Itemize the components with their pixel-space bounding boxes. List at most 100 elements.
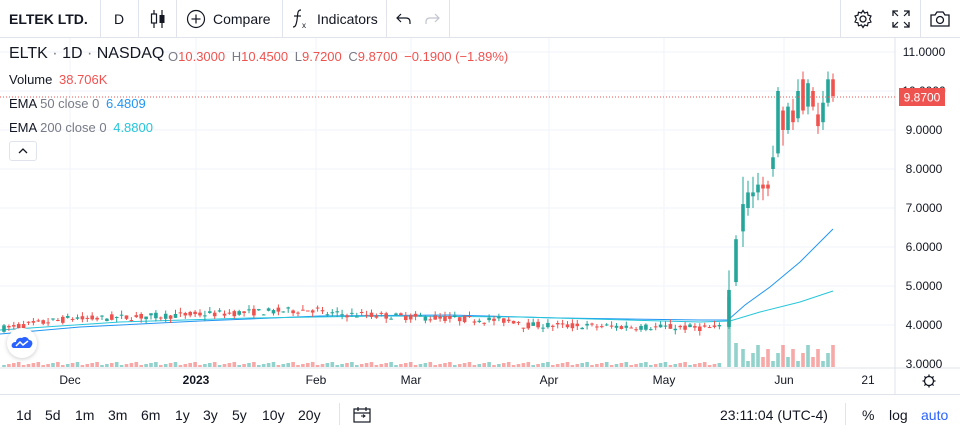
volume-bar [95,362,99,367]
compare-button[interactable]: Compare [186,0,271,38]
candle-body [350,312,354,314]
symbol-search-button[interactable]: ELTEK LTD. [9,0,88,38]
candle-body [149,313,153,316]
candlestick [188,310,192,318]
ema50-label: EMA [9,96,37,111]
candlestick [516,321,521,326]
candlestick [756,172,760,201]
volume-bar [511,365,516,367]
candle-body [590,323,594,325]
indicators-button[interactable]: x Indicators [292,0,378,38]
candle-body [266,308,271,311]
percent-scale-button[interactable]: % [862,395,874,434]
candle-body [467,316,472,318]
range-button-3m[interactable]: 3m [108,395,127,434]
candlestick [261,314,266,316]
ema50-legend[interactable]: EMA 50 close 0 6.4809 [9,96,146,111]
volume-bar [369,362,374,367]
volume-bar [227,363,232,367]
toolbar-divider [138,0,139,38]
legend-separator: · [52,45,58,62]
volume-bar [271,362,276,367]
candlestick [634,327,638,332]
collapse-legend-button[interactable] [9,141,37,161]
candlestick [734,235,738,286]
clock-display[interactable]: 23:11:04 (UTC-4) [720,395,828,434]
candle-body [188,311,192,316]
candle-body [301,309,305,311]
volume-bar [600,363,604,367]
price-tick-label: 4.0000 [906,318,943,332]
candlestick [252,305,256,319]
candlestick [114,316,119,323]
candlestick [619,325,624,330]
auto-scale-button[interactable]: auto [921,395,948,434]
volume-bar [286,363,290,367]
snapshot-button[interactable] [929,0,951,38]
range-button-1m[interactable]: 1m [75,395,94,434]
candlestick [413,311,418,321]
candlestick [276,304,281,316]
ema200-legend[interactable]: EMA 200 close 0 4.8800 [9,120,153,135]
range-label: 5y [232,406,247,423]
logo-badge[interactable] [7,328,37,358]
candlestick [526,318,531,330]
volume-bar [80,365,85,367]
redo-button[interactable] [424,0,440,38]
go-to-date-button[interactable] [352,395,372,434]
candlestick [119,310,124,320]
volume-bar [379,364,384,367]
candlestick [408,313,413,323]
time-axis[interactable]: Dec 2023 Feb Mar Apr May Jun 21 [59,373,875,387]
range-button-10y[interactable]: 10y [262,395,285,434]
volume-bar [734,343,738,367]
candle-body [609,325,614,327]
candle-body [634,329,638,331]
candlestick [26,321,31,325]
candlestick [472,319,477,326]
range-button-1y[interactable]: 1y [175,395,190,434]
volume-legend[interactable]: Volume 38.706K [9,72,107,87]
settings-button[interactable] [853,0,873,38]
candlestick [443,311,447,324]
candlestick [168,314,173,324]
candlestick [183,311,188,319]
candlestick [585,320,589,330]
log-scale-button[interactable]: log [889,395,908,434]
volume-bar [502,363,506,367]
chart-type-button[interactable] [149,0,167,38]
candle-body [296,312,300,314]
candlestick [551,324,555,332]
range-button-3y[interactable]: 3y [203,395,218,434]
range-button-5d[interactable]: 5d [45,395,61,434]
candlestick [286,306,290,313]
price-axis[interactable]: 11.000010.00009.00008.00007.00006.00005.… [902,45,946,371]
candle-body [335,311,339,313]
undo-button[interactable] [396,0,412,38]
ema50-value: 6.4809 [105,96,146,111]
range-button-1d[interactable]: 1d [16,395,32,434]
candle-body [119,314,124,316]
candlestick [56,318,60,322]
range-button-20y[interactable]: 20y [298,395,321,434]
candle-body [492,318,496,321]
range-button-6m[interactable]: 6m [141,395,160,434]
candlestick [217,308,222,313]
volume-bar [217,365,222,367]
candle-body [766,184,770,189]
fullscreen-button[interactable] [892,0,910,38]
volume-bar [712,364,717,367]
volume-bar [604,362,609,367]
high-value: 10.4500 [241,49,289,64]
candle-body [374,316,379,318]
candlestick [2,324,6,333]
price-chart[interactable]: 11.000010.00009.00008.00007.00006.00005.… [0,38,960,394]
volume-bar [359,364,364,367]
time-axis-settings-button[interactable] [922,374,936,388]
candlestick [590,322,594,327]
range-button-5y[interactable]: 5y [232,395,247,434]
interval-button[interactable]: D [114,0,124,38]
candlestick [644,323,648,332]
candlestick [355,312,359,318]
ema200-label: EMA [9,120,37,135]
